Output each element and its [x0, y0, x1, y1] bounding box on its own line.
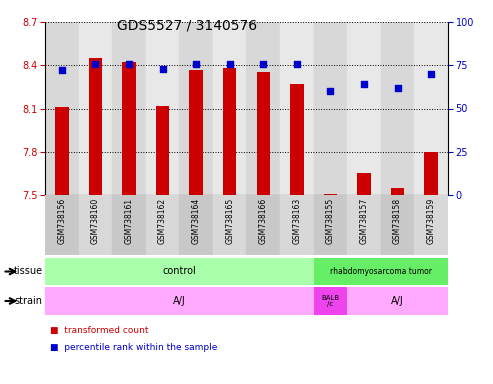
- Point: [125, 60, 133, 66]
- Bar: [179, 195, 213, 255]
- Bar: [347, 287, 448, 315]
- Bar: [213, 22, 246, 195]
- Text: BALB
/c: BALB /c: [321, 295, 340, 307]
- Point: [58, 67, 66, 73]
- Point: [394, 84, 402, 91]
- Bar: [381, 195, 415, 255]
- Bar: [347, 195, 381, 255]
- Bar: [156, 106, 169, 195]
- Text: GSM738158: GSM738158: [393, 198, 402, 244]
- Bar: [357, 173, 371, 195]
- Bar: [78, 22, 112, 195]
- Text: A/J: A/J: [173, 296, 186, 306]
- Bar: [314, 22, 347, 195]
- Point: [427, 71, 435, 77]
- Bar: [314, 195, 347, 255]
- Text: GSM738162: GSM738162: [158, 198, 167, 244]
- Text: GSM738160: GSM738160: [91, 198, 100, 244]
- Bar: [189, 70, 203, 195]
- Bar: [246, 22, 280, 195]
- Bar: [290, 84, 304, 195]
- Bar: [280, 22, 314, 195]
- Bar: [381, 22, 415, 195]
- Text: GSM738164: GSM738164: [192, 198, 201, 244]
- Text: GSM738155: GSM738155: [326, 198, 335, 244]
- Text: strain: strain: [14, 296, 42, 306]
- Bar: [415, 22, 448, 195]
- Bar: [112, 22, 146, 195]
- Text: rhabdomyosarcoma tumor: rhabdomyosarcoma tumor: [330, 267, 432, 276]
- Bar: [391, 188, 404, 195]
- Bar: [78, 195, 112, 255]
- Text: GSM738159: GSM738159: [427, 198, 436, 244]
- Text: control: control: [163, 266, 196, 276]
- Text: ■  transformed count: ■ transformed count: [50, 326, 148, 335]
- Bar: [179, 22, 213, 195]
- Bar: [45, 22, 78, 195]
- Bar: [314, 258, 448, 285]
- Point: [91, 60, 99, 66]
- Bar: [112, 195, 146, 255]
- Bar: [55, 107, 69, 195]
- Bar: [45, 287, 314, 315]
- Point: [360, 81, 368, 87]
- Point: [293, 60, 301, 66]
- Point: [226, 60, 234, 66]
- Bar: [223, 68, 237, 195]
- Bar: [146, 22, 179, 195]
- Point: [192, 60, 200, 66]
- Point: [259, 60, 267, 66]
- Text: GSM738156: GSM738156: [57, 198, 66, 244]
- Bar: [347, 22, 381, 195]
- Text: GSM738165: GSM738165: [225, 198, 234, 244]
- Bar: [324, 194, 337, 195]
- Text: GSM738157: GSM738157: [359, 198, 369, 244]
- Point: [326, 88, 334, 94]
- Text: GSM738166: GSM738166: [259, 198, 268, 244]
- Bar: [89, 58, 102, 195]
- Text: GDS5527 / 3140576: GDS5527 / 3140576: [117, 18, 257, 32]
- Bar: [146, 195, 179, 255]
- Bar: [122, 62, 136, 195]
- Bar: [256, 73, 270, 195]
- Point: [159, 66, 167, 72]
- Bar: [246, 195, 280, 255]
- Text: ■  percentile rank within the sample: ■ percentile rank within the sample: [50, 343, 217, 352]
- Bar: [415, 195, 448, 255]
- Bar: [314, 287, 347, 315]
- Bar: [213, 195, 246, 255]
- Text: tissue: tissue: [13, 266, 42, 276]
- Bar: [45, 195, 78, 255]
- Text: GSM738161: GSM738161: [124, 198, 134, 244]
- Bar: [280, 195, 314, 255]
- Text: A/J: A/J: [391, 296, 404, 306]
- Bar: [424, 152, 438, 195]
- Text: GSM738163: GSM738163: [292, 198, 301, 244]
- Bar: [45, 258, 314, 285]
